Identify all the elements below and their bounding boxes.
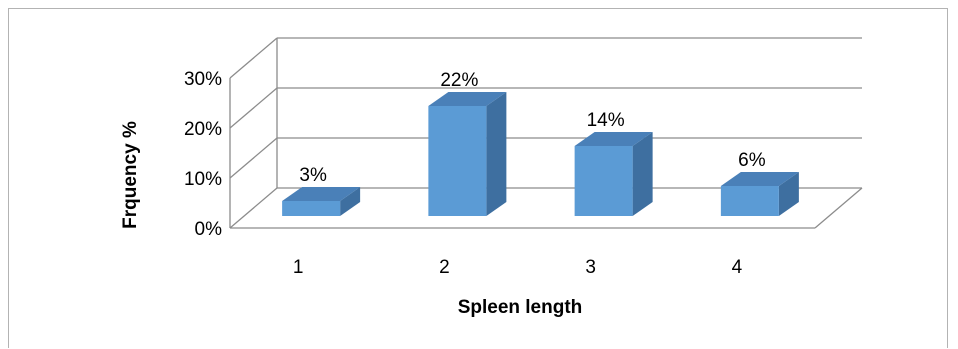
gridline-depth: [229, 37, 278, 79]
bar: [428, 106, 487, 216]
bar-side: [778, 172, 799, 216]
bar-top: [574, 132, 653, 146]
bar-top: [720, 172, 799, 186]
y-axis-title: Frquency %: [120, 121, 141, 229]
y-tick-label: 10%: [184, 169, 222, 190]
bar-side: [632, 132, 653, 216]
bar: [720, 186, 779, 216]
bar-top: [428, 92, 507, 106]
labels-layer: 0% 10% 20% 30% 3% 1 22% 2 14% 3 6% 4: [184, 69, 766, 278]
bar: [574, 146, 633, 216]
data-label: 3%: [299, 165, 327, 186]
chart-frame: [8, 8, 948, 348]
gridline-depth: [229, 187, 278, 229]
data-label: 22%: [440, 70, 478, 91]
y-tick-label: 30%: [184, 69, 222, 90]
x-tick-label: 4: [732, 257, 743, 278]
bar-side: [486, 92, 507, 216]
floor-right-edge: [814, 187, 863, 229]
x-axis-title: Spleen length: [458, 297, 583, 318]
x-tick-label: 1: [293, 257, 304, 278]
x-tick-label: 2: [439, 257, 450, 278]
data-label: 6%: [738, 150, 766, 171]
data-label: 14%: [587, 110, 625, 131]
bar-top: [282, 187, 361, 201]
bars-layer: [282, 92, 799, 216]
grid-layer: [229, 37, 863, 229]
bar: [282, 201, 341, 216]
x-tick-label: 3: [585, 257, 596, 278]
y-tick-label: 0%: [195, 219, 223, 240]
bar-side: [340, 187, 361, 216]
gridline-depth: [229, 87, 278, 129]
y-tick-label: 20%: [184, 119, 222, 140]
gridline-depth: [229, 137, 278, 179]
